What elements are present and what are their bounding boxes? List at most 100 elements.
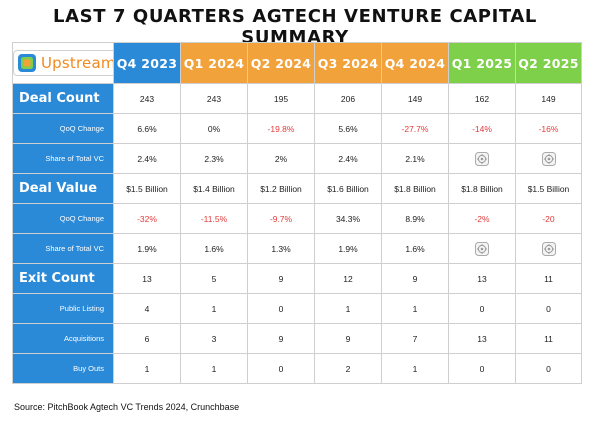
table-cell: 0	[515, 293, 582, 324]
column-header-q3-2024: Q3 2024	[314, 42, 382, 84]
table-cell: 1	[113, 353, 181, 384]
table-cell: 0	[448, 353, 516, 384]
table-cell: 11	[515, 323, 582, 354]
column-header-q1-2025: Q1 2025	[448, 42, 516, 84]
table-row-acquisitions: Acquisitions 6 3 9 9 7 13 11	[12, 323, 582, 354]
not-available-icon	[541, 241, 556, 256]
table-cell: 206	[314, 83, 382, 114]
summary-table: Upstream Q4 2023 Q1 2024 Q2 2024 Q3 2024…	[12, 42, 582, 384]
table-cell: 13	[448, 263, 516, 294]
table-cell: 9	[314, 323, 382, 354]
table-cell: 0%	[180, 113, 248, 144]
table-cell: 195	[247, 83, 315, 114]
not-available-icon	[541, 151, 556, 166]
column-header-q2-2025: Q2 2025	[515, 42, 582, 84]
row-label: Exit Count	[12, 263, 114, 294]
row-label: Acquisitions	[12, 323, 114, 354]
table-cell: 0	[247, 353, 315, 384]
table-row-public-listing: Public Listing 4 1 0 1 1 0 0	[12, 293, 582, 324]
table-cell: 1	[180, 353, 248, 384]
table-cell: 0	[247, 293, 315, 324]
table-cell: $1.6 Billion	[314, 173, 382, 204]
row-label: Public Listing	[12, 293, 114, 324]
table-cell: 243	[180, 83, 248, 114]
table-cell: -2%	[448, 203, 516, 234]
table-row-exit-count: Exit Count 13 5 9 12 9 13 11	[12, 263, 582, 294]
column-header-q1-2024: Q1 2024	[180, 42, 248, 84]
table-row-deal-count-qoq: QoQ Change 6.6% 0% -19.8% 5.6% -27.7% -14% -16%	[12, 113, 582, 144]
table-cell: 7	[381, 323, 449, 354]
table-cell: 9	[247, 263, 315, 294]
table-cell: 1.9%	[113, 233, 181, 264]
table-cell: 0	[515, 353, 582, 384]
row-label: QoQ Change	[12, 203, 114, 234]
table-cell: 5	[180, 263, 248, 294]
table-cell: 1	[180, 293, 248, 324]
table-cell: -32%	[113, 203, 181, 234]
column-header-q2-2024: Q2 2024	[247, 42, 315, 84]
table-row-deal-count-share: Share of Total VC 2.4% 2.3% 2% 2.4% 2.1%	[12, 143, 582, 174]
table-cell: $1.5 Billion	[515, 173, 582, 204]
table-cell: -27.7%	[381, 113, 449, 144]
table-cell: 149	[381, 83, 449, 114]
row-label: Share of Total VC	[12, 233, 114, 264]
table-cell: $1.2 Billion	[247, 173, 315, 204]
table-cell: 0	[448, 293, 516, 324]
table-cell: 243	[113, 83, 181, 114]
table-row-deal-value: Deal Value $1.5 Billion $1.4 Billion $1.2 B…	[12, 173, 582, 204]
table-cell-unavailable	[515, 143, 582, 174]
table-cell: -16%	[515, 113, 582, 144]
table-cell: 3	[180, 323, 248, 354]
table-cell: 1	[314, 293, 382, 324]
table-cell: 1.9%	[314, 233, 382, 264]
not-available-icon	[475, 151, 489, 166]
table-cell: -19.8%	[247, 113, 315, 144]
upstream-logo-icon	[18, 54, 36, 72]
column-header-q4-2023: Q4 2023	[113, 42, 181, 84]
table-cell: 2.4%	[113, 143, 181, 174]
table-cell: 2%	[247, 143, 315, 174]
table-row-deal-value-share: Share of Total VC 1.9% 1.6% 1.3% 1.9% 1.6%	[12, 233, 582, 264]
table-cell: 13	[448, 323, 516, 354]
table-row-buy-outs: Buy Outs 1 1 0 2 1 0 0	[12, 353, 582, 384]
table-cell-unavailable	[515, 233, 582, 264]
row-label: Buy Outs	[12, 353, 114, 384]
table-cell-unavailable	[448, 233, 516, 264]
column-header-q4-2024: Q4 2024	[381, 42, 449, 84]
table-cell: 1	[381, 353, 449, 384]
table-cell: 1.3%	[247, 233, 315, 264]
table-cell: 6.6%	[113, 113, 181, 144]
table-row-deal-value-qoq: QoQ Change -32% -11.5% -9.7% 34.3% 8.9% -2% -20	[12, 203, 582, 234]
table-cell: 5.6%	[314, 113, 382, 144]
row-label: Deal Count	[12, 83, 114, 114]
table-cell: 2.1%	[381, 143, 449, 174]
not-available-icon	[475, 241, 489, 256]
row-label: QoQ Change	[12, 113, 114, 144]
table-cell: 8.9%	[381, 203, 449, 234]
table-cell: 1.6%	[381, 233, 449, 264]
table-cell: -20	[515, 203, 582, 234]
table-cell: 34.3%	[314, 203, 382, 234]
table-cell: -9.7%	[247, 203, 315, 234]
table-cell: $1.8 Billion	[381, 173, 449, 204]
row-label: Share of Total VC	[12, 143, 114, 174]
logo-text: Upstream	[41, 54, 114, 72]
table-cell-unavailable	[448, 143, 516, 174]
table-cell: 9	[247, 323, 315, 354]
table-row-deal-count: Deal Count 243 243 195 206 149 162 149	[12, 83, 582, 114]
header-row: Upstream Q4 2023 Q1 2024 Q2 2024 Q3 2024…	[12, 42, 582, 84]
table-cell: $1.4 Billion	[180, 173, 248, 204]
table-cell: 1.6%	[180, 233, 248, 264]
table-cell: $1.8 Billion	[448, 173, 516, 204]
logo-cell: Upstream	[12, 42, 114, 84]
table-cell: 2.4%	[314, 143, 382, 174]
table-cell: 1	[381, 293, 449, 324]
table-cell: -11.5%	[180, 203, 248, 234]
table-cell: 6	[113, 323, 181, 354]
table-cell: 9	[381, 263, 449, 294]
table-cell: 149	[515, 83, 582, 114]
table-cell: 4	[113, 293, 181, 324]
upstream-logo: Upstream	[13, 50, 114, 76]
table-cell: 13	[113, 263, 181, 294]
table-cell: 162	[448, 83, 516, 114]
